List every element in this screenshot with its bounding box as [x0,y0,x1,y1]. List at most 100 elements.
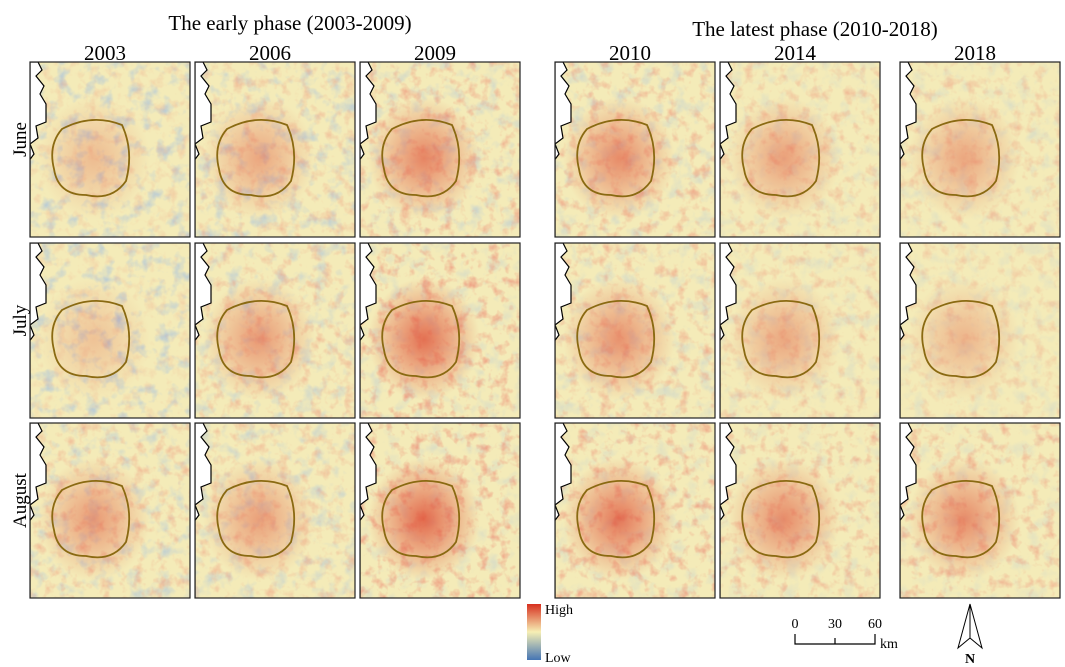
outside-area [30,243,47,418]
urban-boundary [216,299,296,379]
phase-title: The early phase (2003-2009) [168,11,411,35]
panel-border [899,61,1061,238]
panel-border [719,422,881,599]
panel-border [554,61,716,238]
panel-border [359,242,521,419]
map-layer [360,423,520,598]
panel-border [194,242,356,419]
north-arrow [957,603,971,650]
panel-border [194,422,356,599]
map-layer [30,243,190,418]
map-panel [899,61,1061,238]
map-layer [195,423,355,598]
color-bar [527,604,541,660]
map-panel [194,242,356,419]
year-label: 2006 [249,41,291,65]
outside-area [555,423,572,598]
map-layer [720,62,880,237]
map-layer [195,243,355,418]
outside-area [30,423,47,598]
year-label: 2014 [774,41,817,65]
urban-boundary [381,118,461,198]
map-panel [194,422,356,599]
scale-tick-label: 0 [792,617,799,632]
outside-area [555,243,572,418]
month-label: July [10,304,31,336]
map-layer [900,62,1060,237]
outside-area [720,62,737,237]
urban-boundary [51,118,131,198]
map-panel [29,242,191,419]
map-panel [899,242,1061,419]
map-core [360,243,520,418]
map-core [30,62,190,237]
map-core [900,62,1060,237]
outside-area [195,243,212,418]
map-core [720,423,880,598]
legend-low: Low [545,651,572,666]
month-label: August [10,472,31,528]
map-core [555,62,715,237]
map-panel [554,422,716,599]
panel-border [719,61,881,238]
map-core [30,243,190,418]
north-label: N [965,652,975,667]
map-panel [359,242,521,419]
outside-area [195,423,212,598]
map-panel [29,61,191,238]
map-core [555,243,715,418]
panel-border [359,422,521,599]
urban-boundary [216,479,296,559]
map-core [555,423,715,598]
map-panel [554,61,716,238]
map-core [900,243,1060,418]
outside-area [900,62,917,237]
map-panel [194,61,356,238]
map-panel [359,422,521,599]
map-core [195,62,355,237]
legend-high: High [545,603,573,618]
panel-border [719,242,881,419]
map-core [195,423,355,598]
outside-area [555,62,572,237]
map-panel [554,242,716,419]
map-layer [30,423,190,598]
map-core [720,243,880,418]
map-layer [555,62,715,237]
north-arrow [969,603,983,650]
urban-boundary [921,118,1001,198]
urban-boundary [921,299,1001,379]
panel-border [554,242,716,419]
phase-title: The latest phase (2010-2018) [692,17,938,41]
map-core [30,423,190,598]
urban-boundary [741,299,821,379]
map-layer [195,62,355,237]
map-layer [555,243,715,418]
panel-border [194,61,356,238]
scale-tick-label: 60 [868,617,882,632]
map-panel [29,422,191,599]
urban-boundary [216,118,296,198]
map-panel [359,61,521,238]
urban-boundary [741,118,821,198]
panel-border [899,242,1061,419]
urban-boundary [381,299,461,379]
map-core [360,423,520,598]
panel-border [359,61,521,238]
outside-area [900,243,917,418]
map-core [195,243,355,418]
map-layer [360,62,520,237]
map-grid [29,61,1061,599]
scale-bar [794,634,876,645]
year-label: 2018 [954,41,996,65]
urban-boundary [741,479,821,559]
year-label: 2010 [609,41,651,65]
map-layer [360,243,520,418]
urban-boundary [576,118,656,198]
urban-boundary [921,479,1001,559]
urban-boundary [51,479,131,559]
scale-unit: km [880,637,898,652]
outside-area [720,423,737,598]
map-core [720,62,880,237]
